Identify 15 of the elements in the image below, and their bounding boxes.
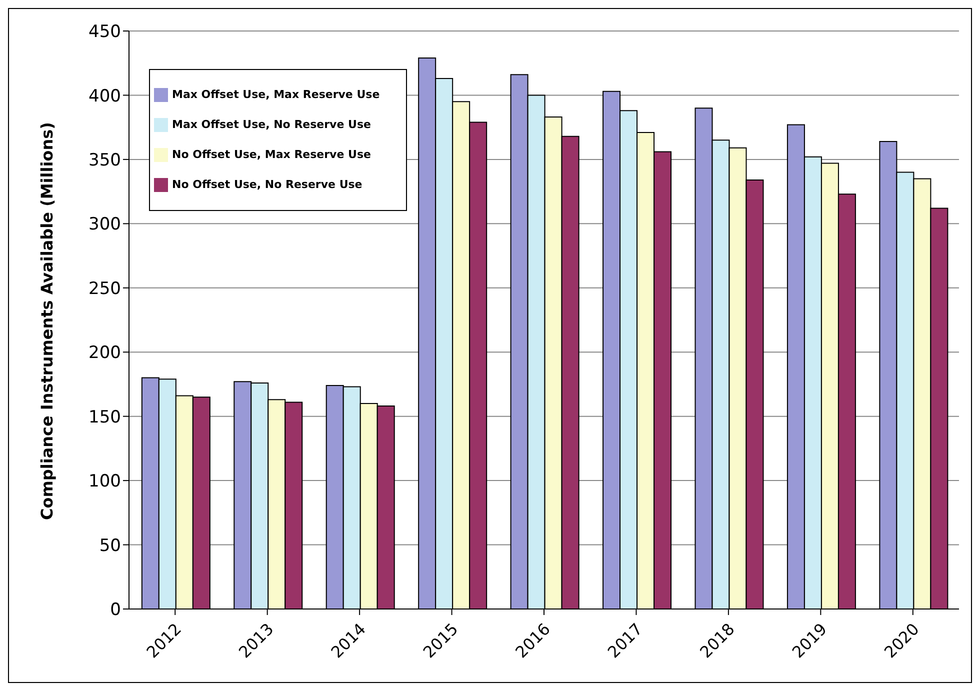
y-tick-label: 350	[88, 150, 121, 170]
y-axis-title: Compliance Instruments Available (Millions)	[38, 122, 57, 520]
y-tick-label: 100	[88, 472, 121, 492]
y-tick-label: 250	[88, 278, 121, 299]
legend-label: No Offset Use, No Reserve Use	[172, 178, 362, 191]
y-tick-label: 300	[88, 214, 121, 235]
y-tick-label: 200	[88, 343, 121, 364]
y-tick-label: 50	[99, 536, 121, 556]
legend-label: No Offset Use, Max Reserve Use	[172, 148, 371, 161]
legend-label: Max Offset Use, Max Reserve Use	[172, 88, 380, 101]
y-tick-label: 450	[88, 22, 121, 42]
y-tick-label: 0	[110, 600, 121, 620]
y-tick-label: 400	[88, 86, 121, 106]
legend-label: Max Offset Use, No Reserve Use	[172, 118, 371, 131]
y-tick-label: 150	[88, 407, 121, 428]
